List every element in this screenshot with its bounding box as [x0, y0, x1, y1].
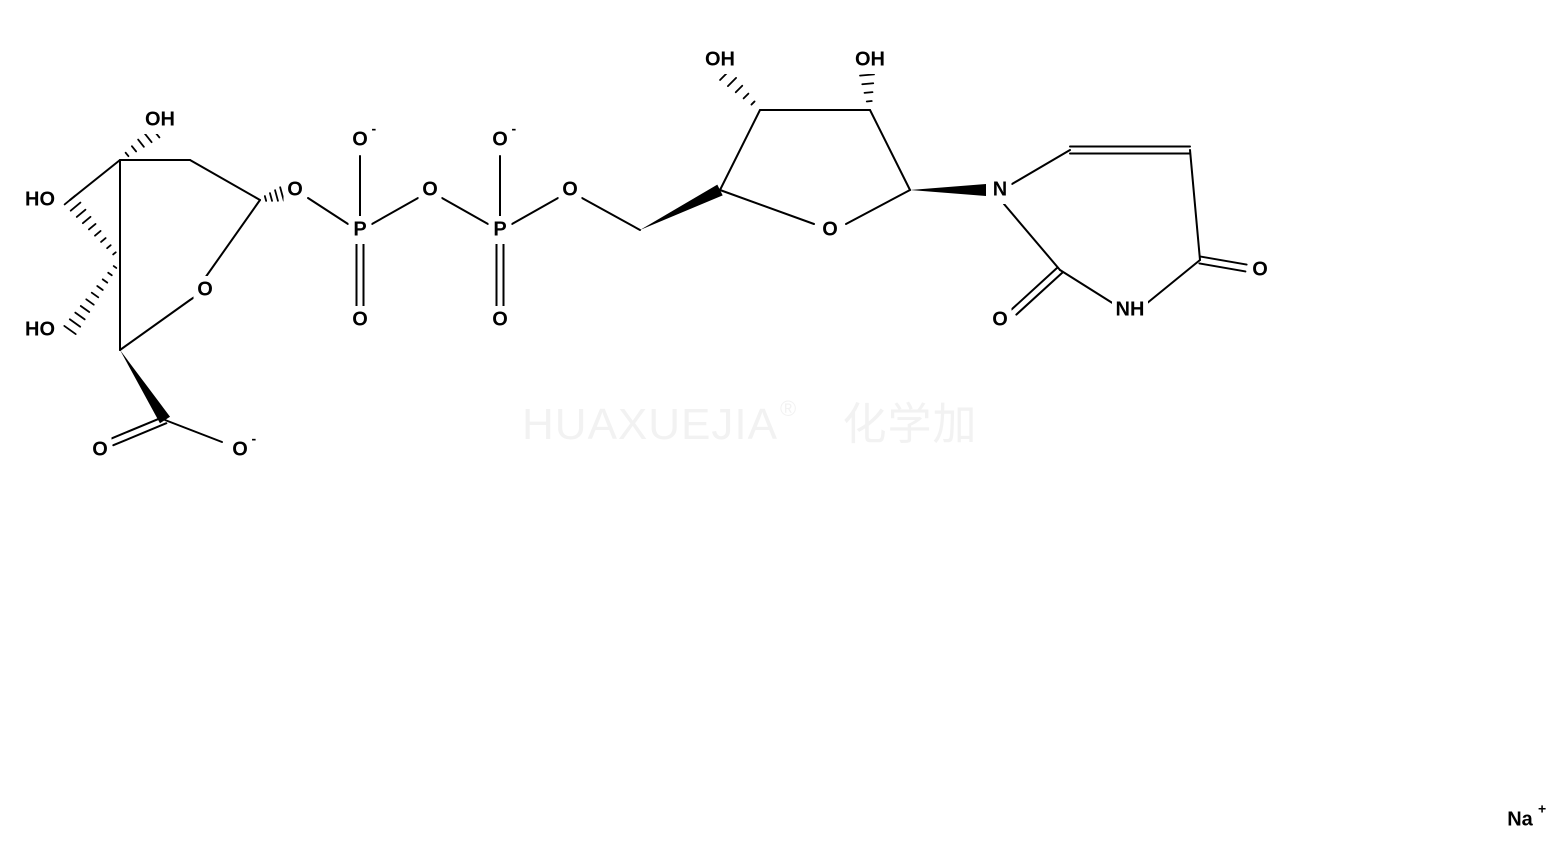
- atom-P2_Om: O: [492, 128, 508, 150]
- svg-text:®: ®: [780, 396, 796, 421]
- atom-Na-charge: +: [1538, 801, 1546, 817]
- atom-O_ring2: O: [822, 218, 838, 240]
- atom-P1_dO: O: [352, 308, 368, 330]
- atom-Na: Na: [1507, 808, 1533, 830]
- atom-P1_Om-charge: -: [372, 121, 377, 137]
- atom-OH1: OH: [145, 108, 175, 130]
- watermark-reg: ®: [780, 396, 796, 421]
- watermark: HUAXUEJIA ® 化学加: [522, 396, 977, 449]
- atom-N1: N: [993, 178, 1007, 200]
- atom-P2_dO: O: [492, 308, 508, 330]
- atom-OH2: HO: [25, 188, 55, 210]
- atom-COO_O2-charge: -: [252, 431, 257, 447]
- molecule-canvas: HUAXUEJIA ® 化学加 OHHOHOOOO-OPOO-OPOO-OOOH…: [0, 0, 1566, 854]
- atom-OP2: O: [562, 178, 578, 200]
- atom-OH3: HO: [25, 318, 55, 340]
- atom-OH_r1: OH: [705, 48, 735, 70]
- atom-COO_O2: O: [232, 438, 248, 460]
- atoms-layer: OHHOHOOOO-OPOO-OPOO-OOOHOHNNHOONa+: [22, 46, 1546, 834]
- atom-O_PP: O: [422, 178, 438, 200]
- atom-O_u2: O: [1252, 258, 1268, 280]
- atom-P1_Om: O: [352, 128, 368, 150]
- bonds-layer: [64, 70, 1246, 445]
- atom-P2: P: [493, 218, 506, 240]
- atom-P2_Om-charge: -: [512, 121, 517, 137]
- atom-O_u1: O: [992, 308, 1008, 330]
- svg-text:化学加: 化学加: [843, 400, 978, 449]
- atom-COO_O1: O: [92, 438, 108, 460]
- watermark-right: 化学加: [843, 400, 978, 449]
- watermark-left: HUAXUEJIA: [522, 400, 778, 449]
- atom-NH: NH: [1116, 298, 1145, 320]
- atom-P1: P: [353, 218, 366, 240]
- svg-text:HUAXUEJIA: HUAXUEJIA: [522, 400, 778, 449]
- atom-O_ring1: O: [197, 278, 213, 300]
- atom-OH_r2: OH: [855, 48, 885, 70]
- atom-OP1: O: [287, 178, 303, 200]
